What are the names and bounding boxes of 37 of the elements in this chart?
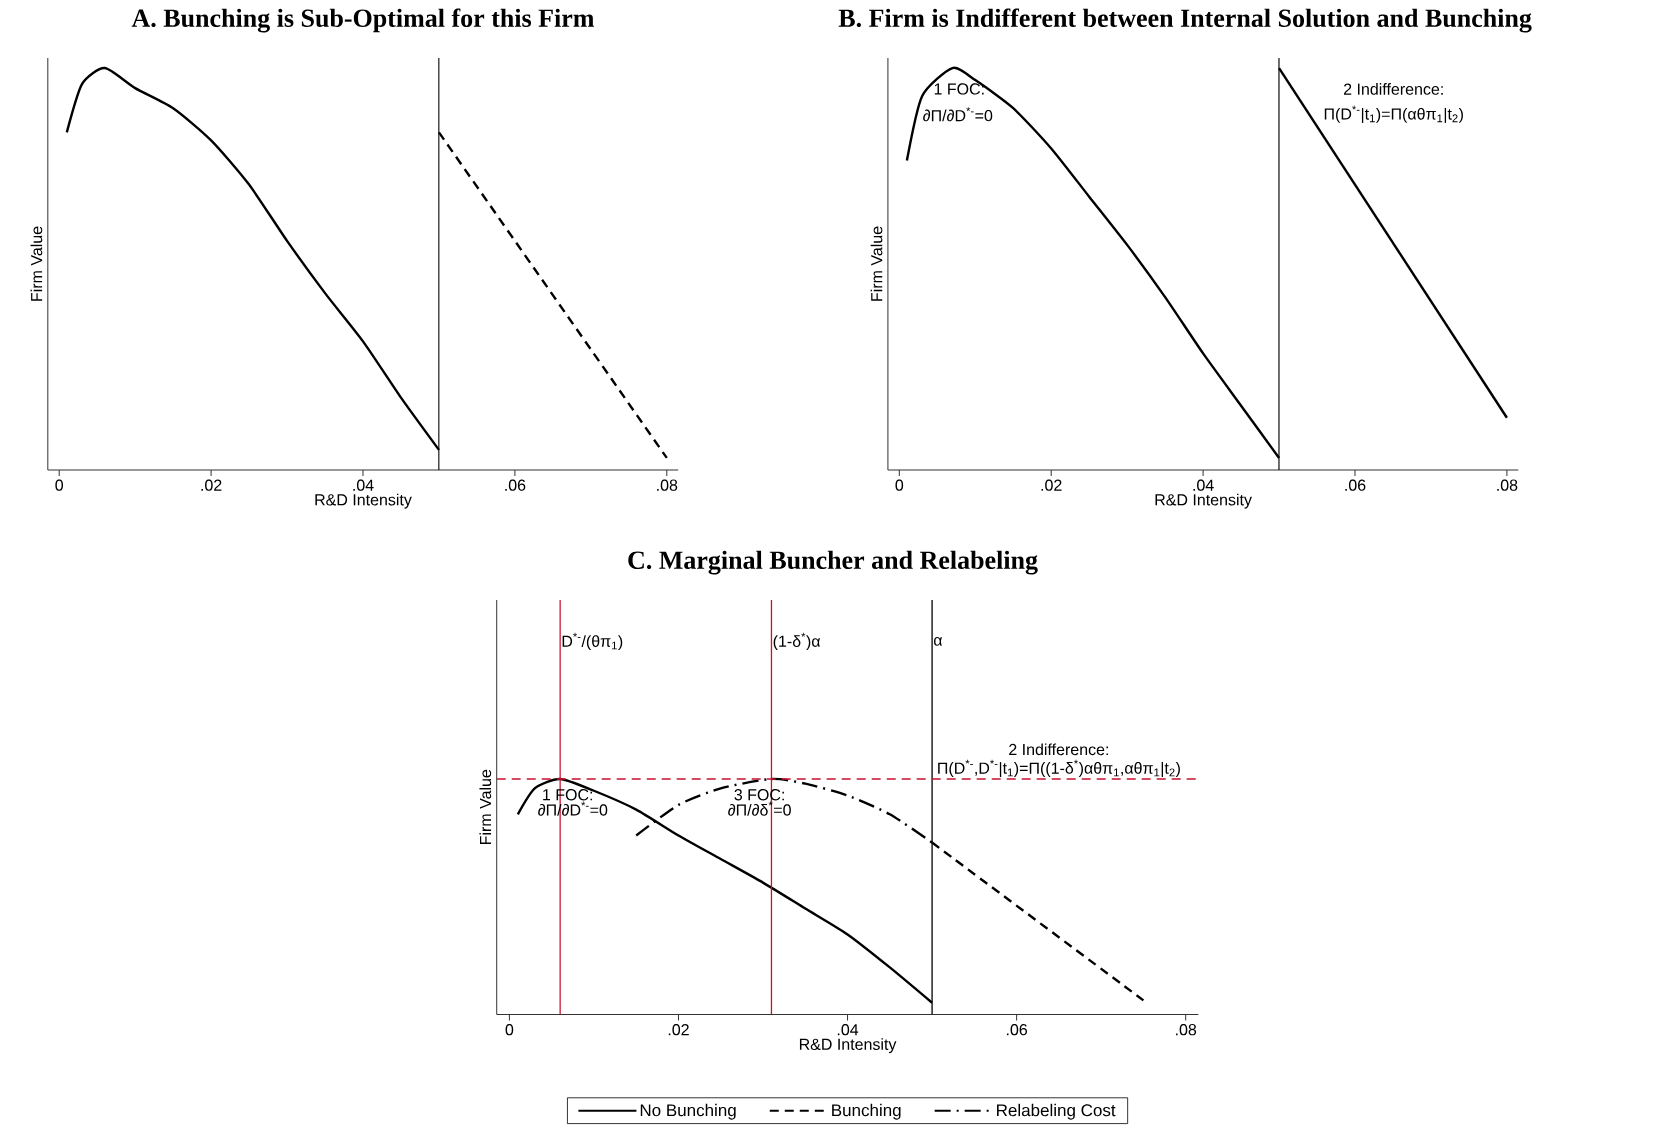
legend-label: Relabeling Cost bbox=[997, 1103, 1116, 1120]
ref-line-label: (1-δ$^{*}$)α bbox=[773, 632, 821, 651]
chart-title: B. Firm is Indifferent between Internal Solution and Bunching bbox=[838, 8, 1532, 33]
legend-label: Bunching bbox=[832, 1103, 901, 1120]
x-tick-label: .08 bbox=[657, 479, 678, 491]
x-tick-label: 0 bbox=[895, 479, 904, 491]
annotation: 2 Indifference: bbox=[1343, 83, 1443, 95]
x-tick-label: 0 bbox=[55, 479, 64, 491]
x-tick-label: .02 bbox=[668, 1024, 689, 1036]
chart-title: C. Marginal Buncher and Relabeling bbox=[628, 550, 1038, 575]
x-axis-title: R&D Intensity bbox=[1155, 493, 1252, 509]
x-tick-label: .04 bbox=[353, 479, 374, 491]
y-axis-title: Firm Value bbox=[30, 226, 43, 301]
x-tick-label: 0 bbox=[505, 1024, 514, 1036]
ref-line-label: D$^{*-}$/(θπ$_{1}$) bbox=[562, 632, 623, 651]
x-tick-label: .06 bbox=[1345, 479, 1366, 491]
x-axis-title: R&D Intensity bbox=[315, 493, 412, 509]
x-tick-label: .04 bbox=[1193, 479, 1214, 491]
annotation: 1 FOC: bbox=[934, 83, 984, 95]
x-tick-label: .06 bbox=[1006, 1024, 1028, 1036]
x-tick-label: .04 bbox=[837, 1024, 859, 1036]
y-axis-title: Firm Value bbox=[870, 226, 883, 301]
x-tick-label: .06 bbox=[505, 479, 526, 491]
text: Π(D$^{*-}$,D$^{*-}$|t$_{1}$)=Π((1-δ$^{*}$)αθπ$_{1}$,αθπ$_{1}$|t$_{2}$) bbox=[938, 759, 1180, 778]
x-tick-label: .08 bbox=[1497, 479, 1518, 491]
x-axis-title: R&D Intensity bbox=[799, 1038, 897, 1054]
x-tick-label: .02 bbox=[201, 479, 222, 491]
chart-title: A. Bunching is Sub-Optimal for this Firm bbox=[131, 8, 595, 33]
annotation: ∂Π/∂δ$^{*}$=0 bbox=[728, 801, 791, 816]
text: Π(D$^{*-}$|t$_{1}$)=Π(αθπ$_{1}$|t$_{2}$) bbox=[1324, 105, 1463, 123]
x-tick-label: .08 bbox=[1176, 1024, 1197, 1036]
legend-label: No Bunching bbox=[640, 1103, 736, 1120]
x-tick-label: .02 bbox=[1041, 479, 1062, 491]
y-axis-title: Firm Value bbox=[479, 769, 492, 844]
text: 2 Indifference: bbox=[1009, 743, 1108, 756]
annotation: ∂Π/∂D$^{*-}$=0 bbox=[923, 107, 993, 122]
ref-line-label: α bbox=[933, 637, 943, 646]
